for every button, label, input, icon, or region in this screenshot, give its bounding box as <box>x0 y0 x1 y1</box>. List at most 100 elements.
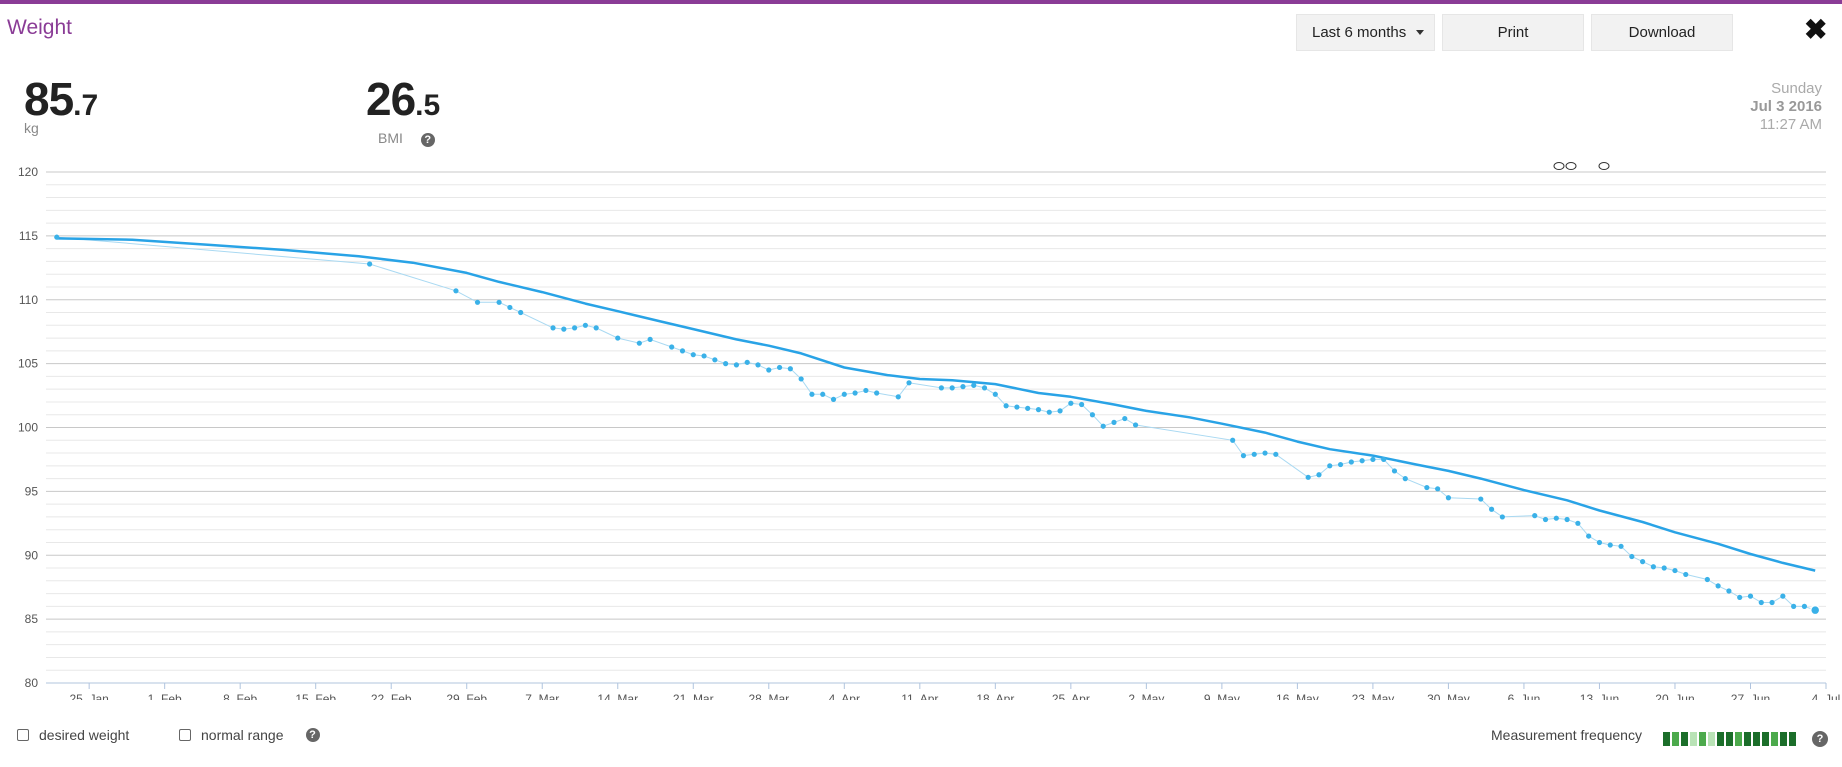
x-tick-label: 14. Mar <box>597 692 638 700</box>
x-tick-label: 7. Mar <box>525 692 559 700</box>
data-point <box>1424 484 1430 491</box>
normal-range-checkbox[interactable] <box>179 729 191 741</box>
print-button[interactable]: Print <box>1442 14 1584 51</box>
data-point <box>1532 513 1538 519</box>
x-tick-label: 4. Apr <box>829 692 860 700</box>
data-point <box>1629 553 1635 560</box>
help-icon[interactable]: ? <box>420 133 435 147</box>
data-point <box>1359 458 1365 464</box>
data-point <box>1273 451 1279 457</box>
data-point <box>992 391 998 397</box>
y-tick-label: 115 <box>19 229 38 243</box>
frequency-cell <box>1780 732 1787 746</box>
x-tick-label: 6. Jun <box>1508 692 1541 700</box>
data-point <box>1230 437 1236 443</box>
x-tick-label: 21. Mar <box>673 692 714 700</box>
data-point <box>701 353 707 359</box>
note-markers <box>1553 162 1610 170</box>
data-point <box>1100 423 1106 429</box>
x-tick-label: 2. May <box>1128 692 1164 700</box>
data-point <box>1809 604 1821 616</box>
weight-int: 85 <box>24 73 74 125</box>
bmi-dec: .5 <box>415 89 441 122</box>
data-point <box>1747 593 1754 599</box>
data-point <box>712 357 718 363</box>
y-tick-label: 80 <box>25 676 39 690</box>
data-point <box>776 364 783 371</box>
data-point <box>1348 459 1354 465</box>
x-tick-label: 11. Apr <box>901 692 938 700</box>
data-point <box>1057 408 1063 414</box>
raw-weight-line <box>56 236 1816 611</box>
date: Jul 3 2016 <box>1750 98 1822 115</box>
download-button[interactable]: Download <box>1591 14 1733 51</box>
data-point <box>572 325 578 331</box>
help-icon[interactable]: ? <box>1812 731 1828 747</box>
data-point <box>895 394 901 400</box>
frequency-cell <box>1699 732 1706 746</box>
data-point <box>1564 516 1570 523</box>
trend-line <box>56 237 1816 572</box>
data-point <box>1337 461 1344 468</box>
x-tick-label: 18. Apr <box>976 692 1014 700</box>
timestamp: Sunday Jul 3 2016 11:27 AM <box>1750 80 1822 134</box>
bmi-int: 26 <box>366 73 416 125</box>
data-point <box>1791 603 1797 609</box>
x-tick-label: 8. Feb <box>223 692 257 700</box>
comment-icon[interactable] <box>1598 162 1610 170</box>
data-point <box>830 396 837 402</box>
data-point <box>1370 456 1376 463</box>
data-point <box>453 288 459 294</box>
data-point <box>1014 404 1020 410</box>
y-tick-label: 120 <box>18 165 38 179</box>
data-point <box>906 380 912 386</box>
page-title: Weight <box>7 16 72 39</box>
data-point <box>766 367 772 373</box>
comment-icon[interactable] <box>1553 162 1565 170</box>
data-point <box>1402 476 1408 482</box>
normal-range-toggle[interactable]: normal range ? <box>179 727 320 743</box>
frequency-cell <box>1735 732 1742 746</box>
data-point <box>550 325 556 331</box>
data-point <box>1478 496 1484 502</box>
desired-weight-toggle[interactable]: desired weight <box>17 727 129 743</box>
x-tick-label: 25. Jan <box>69 692 108 700</box>
weight-chart: 80 85 90 95 100 105 110 115 120 25. Jan 1. Feb 8. … <box>18 162 1840 700</box>
x-tick-label: 29. Feb <box>446 692 487 700</box>
frequency-cell <box>1663 732 1670 746</box>
data-point <box>1737 594 1743 601</box>
close-icon[interactable]: ✖ <box>1804 14 1828 45</box>
x-tick-label: 28. Mar <box>748 692 789 700</box>
y-tick-label: 110 <box>19 293 38 307</box>
desired-weight-checkbox[interactable] <box>17 729 29 741</box>
x-tick-label: 22. Feb <box>371 692 412 700</box>
data-point <box>474 299 481 305</box>
data-point <box>841 391 847 397</box>
data-point <box>744 359 750 365</box>
data-point <box>1079 401 1085 408</box>
measurement-frequency-bar <box>1663 732 1796 746</box>
caret-down-icon <box>1416 30 1424 35</box>
data-point <box>1542 516 1549 523</box>
frequency-cell <box>1717 732 1724 746</box>
data-point <box>1553 515 1559 521</box>
data-point <box>690 352 696 358</box>
help-icon[interactable]: ? <box>305 728 320 742</box>
x-tick-label: 20. Jun <box>1655 692 1694 700</box>
data-point <box>1640 559 1646 565</box>
data-point <box>1704 576 1710 583</box>
frequency-cell <box>1771 732 1778 746</box>
data-point <box>1305 474 1311 480</box>
frequency-cell <box>1789 732 1796 746</box>
accent-bar <box>0 0 1842 4</box>
range-dropdown[interactable]: Last 6 months <box>1296 14 1435 51</box>
x-tick-label: 23. May <box>1352 692 1395 700</box>
comment-icon[interactable] <box>1565 162 1577 170</box>
data-point <box>582 322 588 328</box>
data-point <box>1801 603 1808 609</box>
data-point <box>1046 409 1052 415</box>
data-point <box>1316 472 1322 478</box>
x-tick-label: 30. May <box>1427 692 1470 700</box>
data-point <box>1488 506 1495 512</box>
data-point <box>561 326 567 332</box>
